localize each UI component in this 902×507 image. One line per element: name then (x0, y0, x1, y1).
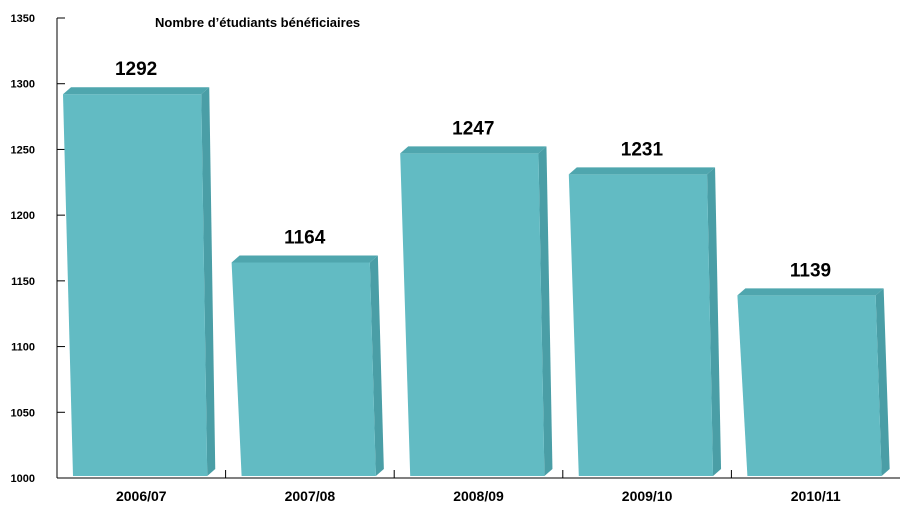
bar-front (400, 153, 545, 476)
data-label: 1164 (284, 227, 326, 248)
data-label: 1139 (790, 260, 831, 281)
data-label: 1231 (621, 139, 664, 160)
bar-side (369, 255, 384, 476)
y-tick-label: 1200 (11, 210, 35, 222)
bar-top (63, 87, 210, 95)
data-label: 1292 (115, 59, 157, 80)
bar-front (231, 262, 376, 476)
y-tick-label: 1100 (11, 342, 35, 354)
bar-side (201, 87, 216, 476)
y-tick-label: 1250 (11, 144, 35, 156)
bar (231, 255, 384, 476)
y-tick-label: 1150 (11, 276, 35, 288)
y-tick-label: 1300 (11, 79, 35, 91)
axis-layer: 1000 1050 1100 1150 1200 1250 1300 1350 (11, 13, 900, 485)
y-tick-label: 1350 (11, 13, 35, 25)
x-tick-label: 2006/07 (116, 488, 167, 504)
x-tick-label: 2009/10 (622, 488, 673, 504)
y-tick-label: 1050 (11, 407, 35, 419)
bar-side (707, 167, 722, 476)
bar-side (875, 288, 890, 476)
bar-side (538, 146, 553, 476)
bar-front (63, 94, 208, 476)
bar-front (568, 174, 714, 476)
bars-layer (63, 87, 890, 476)
chart-title: Nombre d’étudiants bénéficiaires (155, 15, 360, 30)
y-tick-label: 1000 (11, 473, 35, 485)
bar (737, 288, 890, 476)
labels-layer: 1292 2006/07 1164 2007/08 1247 2008/09 1231 200… (115, 59, 841, 504)
bar (400, 146, 553, 476)
x-tick-label: 2008/09 (453, 488, 504, 504)
bar-top (737, 288, 884, 296)
data-label: 1247 (452, 118, 494, 139)
bar-front (737, 295, 882, 476)
bar-top (231, 255, 378, 263)
bar-top (568, 167, 716, 175)
bar (568, 167, 722, 476)
bar (63, 87, 216, 476)
bar-top (400, 146, 547, 154)
x-tick-label: 2007/08 (285, 488, 336, 504)
x-tick-label: 2010/11 (791, 488, 841, 504)
